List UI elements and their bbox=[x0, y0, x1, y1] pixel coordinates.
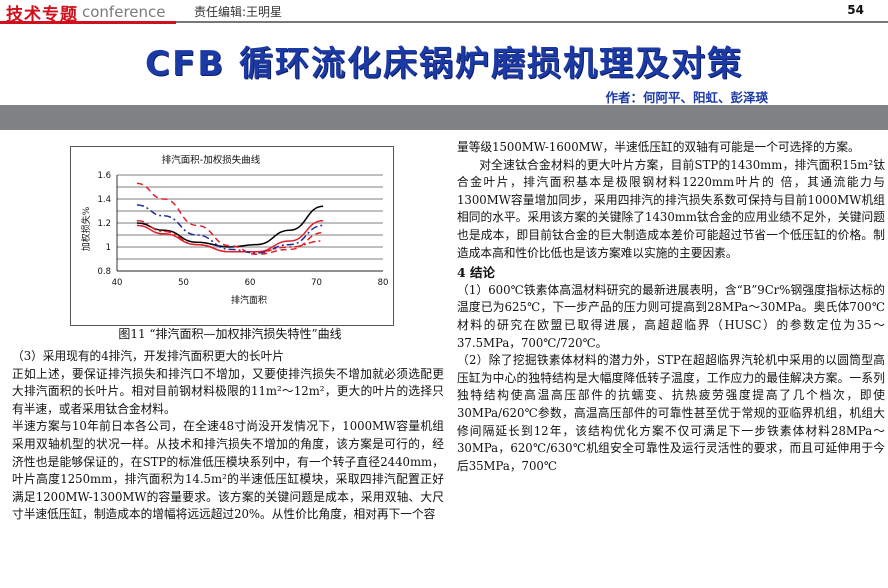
chart-series-line-4 bbox=[136, 204, 324, 254]
section-tag: 技术专题 conference bbox=[0, 0, 166, 25]
left-column: （3）采用现有的4排汽，开发排汽面积更大的长叶片 正如上述，要保证排汽损失和排汽… bbox=[12, 348, 444, 524]
figure-11: 排汽面积-加权损失曲线 加权损失% 排汽面积 40 50 60 70 80 0.8 1 1.2… bbox=[70, 146, 394, 326]
conclusion-paragraph: （1）600℃铁素体高温材料研究的最新进展表明，含“B”9Cr%钢强度指标达标的… bbox=[457, 282, 885, 350]
chart-y-tick-label: 1 bbox=[106, 243, 111, 253]
chart-y-tick-label: 1.4 bbox=[97, 195, 111, 205]
chart-x-tick-label: 80 bbox=[378, 278, 389, 288]
left-subheading: （3）采用现有的4排汽，开发排汽面积更大的长叶片 bbox=[12, 349, 284, 363]
chart-y-axis-label: 加权损失% bbox=[80, 206, 92, 251]
chart-y-tick-label: 1.2 bbox=[97, 219, 111, 229]
section-heading: 4 结论 bbox=[457, 265, 496, 281]
chart-series-line-1 bbox=[136, 205, 324, 248]
loss-curve-chart: 排汽面积-加权损失曲线 加权损失% 排汽面积 40 50 60 70 80 0.8 1 1.2… bbox=[80, 154, 389, 306]
right-paragraph: 对全速钛合金材料的更大叶片方案，目前STP的1430mm，排汽面积15m²钛合金… bbox=[457, 157, 885, 260]
right-column: 量等级1500MW-1600MW，半速低压缸的双轴有可能是一个可选择的方案。 对… bbox=[457, 139, 885, 475]
chart-title: 排汽面积-加权损失曲线 bbox=[162, 154, 261, 166]
page-header: 技术专题 conference 责任编辑:王明星 54 bbox=[0, 0, 888, 25]
chart-x-tick-label: 40 bbox=[112, 278, 123, 288]
article-authors: 作者：何阿平、阳虹、彭泽瑛 bbox=[605, 90, 768, 105]
figure-caption: 图11 “排汽面积—加权排汽损失特性”曲线 bbox=[118, 327, 342, 341]
left-paragraph: 正如上述，要保证排汽损失和排汽口不增加，又要使排汽损失不增加就必须选配更大排汽面… bbox=[12, 366, 444, 416]
header-accent-bar bbox=[0, 21, 176, 24]
section-name-en: conference bbox=[82, 3, 166, 21]
header-rule bbox=[176, 21, 888, 23]
chart-x-tick-label: 60 bbox=[245, 278, 256, 288]
chart-y-tick-label: 1.6 bbox=[97, 171, 111, 181]
conclusion-paragraph: （2）除了挖掘铁素体材料的潜力外，STP在超超临界汽轮机中采用的以圆筒型高压缸为… bbox=[457, 353, 885, 473]
chart-series-line-3 bbox=[136, 182, 324, 255]
section-name-cn: 技术专题 bbox=[6, 4, 78, 25]
chart-y-tick-label: 0.8 bbox=[97, 267, 111, 277]
article-title: CFB 循环流化床锅炉磨损机理及对策 bbox=[145, 44, 743, 84]
chart-x-axis-label: 排汽面积 bbox=[231, 294, 267, 306]
decorative-band bbox=[0, 105, 888, 130]
editor-credit: 责任编辑:王明星 bbox=[194, 5, 283, 19]
page-number: 54 bbox=[847, 3, 864, 17]
chart-x-tick-label: 70 bbox=[311, 278, 322, 288]
chart-x-tick-label: 50 bbox=[178, 278, 189, 288]
left-paragraph: 半速方案与10年前日本各公司，在全速48寸尚没开发情况下，1000MW容量机组采… bbox=[12, 419, 444, 522]
right-paragraph: 量等级1500MW-1600MW，半速低压缸的双轴有可能是一个可选择的方案。 bbox=[457, 140, 860, 154]
chart-series-line-5 bbox=[136, 219, 324, 253]
